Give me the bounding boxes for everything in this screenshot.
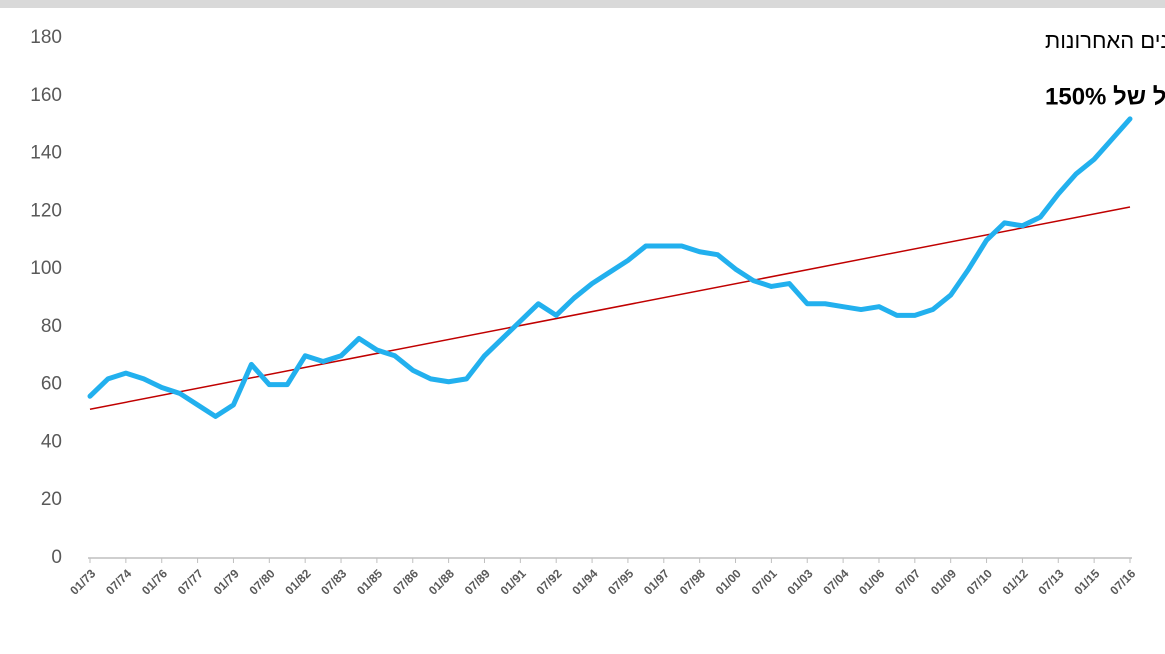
x-tick-label: 01/00 [713, 566, 744, 597]
x-tick-label: 07/83 [318, 566, 349, 597]
y-tick-label: 160 [30, 85, 62, 106]
x-tick-label: 01/76 [139, 566, 170, 597]
x-tick-label: 07/80 [247, 566, 278, 597]
y-tick-label: 20 [41, 489, 62, 510]
y-tick-label: 120 [30, 200, 62, 221]
x-tick-label: 07/16 [1107, 566, 1138, 597]
x-tick-label: 01/82 [282, 566, 313, 597]
y-tick-label: 140 [30, 143, 62, 164]
y-tick-label: 100 [30, 258, 62, 279]
x-tick-label: 07/86 [390, 566, 421, 597]
x-tick-label: 01/79 [211, 566, 242, 597]
x-tick-label: 01/09 [928, 566, 959, 597]
x-tick-label: 01/06 [856, 566, 887, 597]
x-tick-label: 01/97 [641, 566, 672, 597]
x-tick-label: 07/98 [677, 566, 708, 597]
x-tick-label: 01/03 [784, 566, 815, 597]
x-tick-label: 01/73 [67, 566, 98, 597]
y-tick-label: 60 [41, 374, 62, 395]
price-line [87, 116, 1133, 419]
x-tick-label: 01/15 [1071, 566, 1102, 597]
x-tick-label: 07/10 [964, 566, 995, 597]
x-tick-label: 01/88 [426, 566, 457, 597]
x-tick-label: 07/04 [820, 566, 851, 597]
x-tick-label: 01/91 [498, 566, 529, 597]
x-tick-label: 07/01 [749, 566, 780, 597]
top-bar [0, 0, 1165, 8]
chart-title: מחירי הדירות עלו מאוד במונחים ריאליים בש… [1045, 28, 1165, 53]
y-tick-label: 80 [41, 316, 62, 337]
x-tick-label: 07/13 [1036, 566, 1067, 597]
chart-subtitle: עלייה במדד מ 60 נקודות בסיס ב 1973 לכ 15… [1045, 83, 1165, 110]
y-tick-label: 40 [41, 431, 62, 452]
x-tick-label: 07/95 [605, 566, 636, 597]
x-tick-label: 01/12 [1000, 566, 1031, 597]
x-tick-label: 07/92 [533, 566, 564, 597]
y-tick-label: 0 [51, 547, 62, 568]
x-tick-label: 01/94 [569, 566, 600, 597]
x-tick-label: 01/85 [354, 566, 385, 597]
x-tick-label: 07/74 [103, 566, 134, 597]
x-tick-label: 07/07 [892, 566, 923, 597]
y-tick-label: 180 [30, 27, 62, 48]
x-tick-label: 07/77 [175, 566, 206, 597]
x-tick-label: 07/89 [462, 566, 493, 597]
